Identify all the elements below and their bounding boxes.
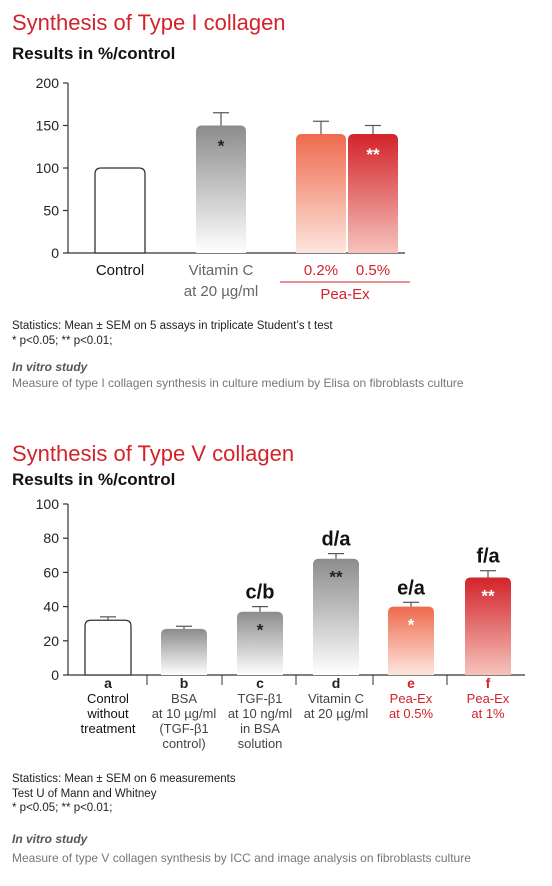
c1-y-tick-label: 100 — [36, 160, 60, 176]
c2-significance-mark: * — [257, 621, 264, 640]
c2-y-tick-label: 0 — [51, 667, 59, 683]
c2-category-label: (TGF-β1 — [159, 721, 208, 736]
chart1-study-label: In vitro study — [12, 360, 88, 374]
c1-category-label: 0.5% — [356, 262, 390, 279]
c2-category-label: at 20 µg/ml — [304, 706, 369, 721]
c1-bar — [94, 167, 146, 254]
c2-category-label: BSA — [171, 691, 197, 706]
c1-bar — [196, 125, 246, 253]
c2-y-tick-label: 20 — [43, 633, 59, 649]
c2-category-label: Vitamin C — [308, 691, 364, 706]
c2-category-label: treatment — [81, 721, 136, 736]
c2-category-label: at 10 ng/ml — [228, 706, 292, 721]
c2-bar — [161, 628, 207, 675]
c2-y-tick-label: 40 — [43, 599, 59, 615]
chart1-stats-line1: Statistics: Mean ± SEM on 5 assays in tr… — [12, 320, 333, 332]
c2-y-tick-label: 80 — [43, 530, 59, 546]
type1-collagen-chart: 0 50 100 150 200 Control * Vitamin C at 20 µg/ml… — [36, 75, 410, 303]
chart1-statistics: Statistics: Mean ± SEM on 5 assays in tr… — [12, 319, 542, 348]
chart1-measure-note: Measure of type I collagen synthesis in … — [12, 376, 464, 390]
c1-bar — [296, 134, 346, 253]
c2-category-label: e — [407, 675, 415, 691]
c2-category-label: solution — [238, 736, 283, 751]
c2-significance-mark: * — [408, 616, 415, 635]
c1-y-tick-label: 0 — [51, 245, 59, 261]
c1-category-label: Vitamin C — [189, 262, 254, 279]
c2-comparison-label: e/a — [397, 577, 426, 599]
c1-category-label: Control — [96, 262, 144, 279]
chart1-subtitle: Results in %/control — [12, 44, 176, 63]
c1-significance-mark: ** — [366, 145, 380, 164]
chart2-study-label: In vitro study — [12, 832, 88, 846]
c2-category-label: without — [86, 706, 129, 721]
c1-category-label: 0.2% — [304, 262, 338, 279]
c2-significance-mark: ** — [329, 568, 343, 587]
c2-category-label: Control — [87, 691, 129, 706]
c1-y-tick-label: 50 — [43, 203, 59, 219]
chart2-stats-line2: Test U of Mann and Whitney — [12, 787, 157, 800]
c1-y-tick-label: 150 — [36, 118, 60, 134]
c2-bar — [237, 611, 283, 675]
c2-comparison-label: f/a — [476, 546, 500, 568]
chart2-statistics: Statistics: Mean ± SEM on 6 measurements… — [12, 772, 542, 816]
c2-category-label: Pea-Ex — [467, 691, 510, 706]
c2-category-label: control) — [162, 736, 205, 751]
chart2-title: Synthesis of Type V collagen — [12, 441, 295, 466]
c2-significance-mark: ** — [481, 587, 495, 606]
c2-category-label: at 10 µg/ml — [152, 706, 217, 721]
c1-group-label: Pea-Ex — [320, 286, 370, 303]
c2-category-label: at 0.5% — [389, 706, 434, 721]
chart2-measure-note: Measure of type V collagen synthesis by … — [12, 851, 471, 865]
c2-comparison-label: d/a — [322, 529, 352, 551]
c2-bar — [388, 606, 434, 675]
c2-bar — [84, 619, 132, 676]
c2-category-label: TGF-β1 — [237, 691, 282, 706]
c2-category-label: in BSA — [240, 721, 280, 736]
c2-category-label: Pea-Ex — [390, 691, 433, 706]
chart1-title: Synthesis of Type I collagen — [12, 10, 286, 35]
c1-significance-mark: * — [218, 137, 225, 156]
c2-category-label: at 1% — [471, 706, 505, 721]
c2-bar — [465, 577, 511, 675]
c2-y-tick-label: 100 — [36, 496, 60, 512]
chart2-stats-line1: Statistics: Mean ± SEM on 6 measurements — [12, 773, 236, 785]
c2-y-tick-label: 60 — [43, 564, 59, 580]
chart2-stats-line3: * p<0.05; ** p<0.01; — [12, 802, 113, 814]
c2-category-label: c — [256, 675, 264, 691]
c2-comparison-label: c/b — [246, 582, 275, 604]
c1-category-label: at 20 µg/ml — [184, 283, 259, 300]
chart1-stats-line2: * p<0.05; ** p<0.01; — [12, 334, 113, 347]
c1-y-tick-label: 200 — [36, 75, 60, 91]
c2-bar — [313, 558, 359, 675]
c2-category-label: d — [332, 675, 341, 691]
c1-bar — [348, 134, 398, 253]
c2-category-label: a — [104, 675, 112, 691]
chart2-subtitle: Results in %/control — [12, 470, 176, 489]
c2-category-label: f — [486, 675, 491, 691]
c2-category-label: b — [180, 675, 189, 691]
